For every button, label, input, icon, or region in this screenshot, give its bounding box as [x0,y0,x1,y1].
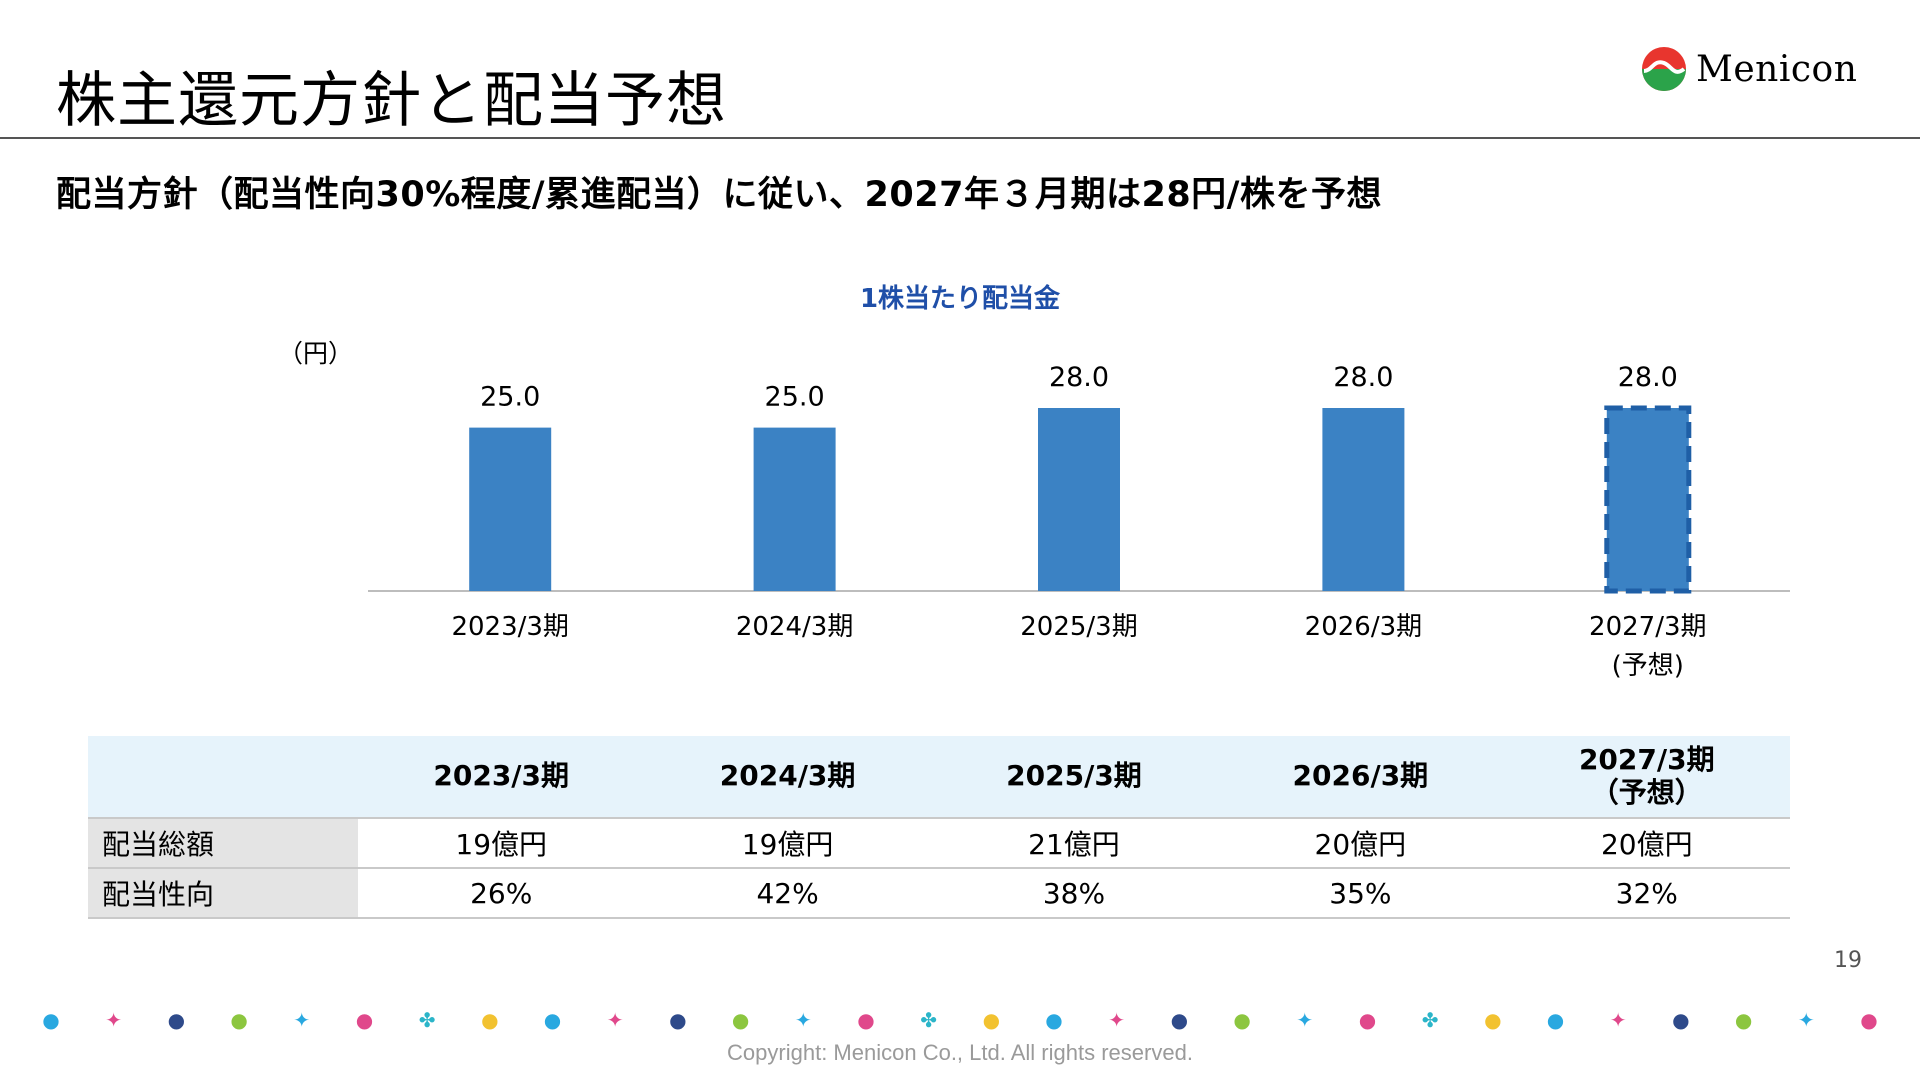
clover-icon: ✤ [1421,1008,1439,1032]
star-icon: ✦ [293,1008,311,1032]
bar [1038,408,1120,591]
green-ball-icon: ● [1734,1008,1753,1032]
bar-forecast [1604,405,1692,594]
x-tick-label: 2026/3期 [1305,612,1422,642]
drop-icon: ● [1546,1008,1565,1032]
pink-drop-icon: ● [1860,1008,1878,1032]
table-header-cell: 2023/3期 [358,736,645,818]
y-unit-label: （円） [278,339,354,368]
table-header-cell: 2027/3期 （予想） [1503,736,1790,818]
star-icon: ✦ [794,1008,812,1032]
m-ball-icon: ● [669,1008,687,1032]
sparkle-icon: ✦ [1609,1008,1627,1032]
table-header-cell: 2025/3期 [930,736,1218,818]
sparkle-icon: ✦ [1108,1008,1126,1032]
table-cell: 42% [644,868,931,919]
drop-icon: ● [1045,1008,1063,1032]
table-row: 配当総額 19億円 19億円 21億円 20億円 20億円 [88,817,1790,869]
table-cell: 35% [1217,868,1504,919]
table-cell: 20億円 [1503,817,1790,869]
table-cell: 19億円 [644,817,931,869]
green-ball-icon: ● [1233,1008,1251,1032]
coin-icon: ● [1484,1008,1502,1032]
chart-title: 1株当たり配当金 [859,284,1061,314]
dividend-table: 2023/3期 2024/3期 2025/3期 2026/3期 2027/3期（… [88,736,1790,919]
logo-text: Menicon [1696,48,1858,90]
x-tick-label: 2023/3期 [451,612,568,642]
table-header-cell: 2026/3期 [1217,736,1504,818]
row-label: 配当性向 [88,868,358,919]
subtitle: 配当方針（配当性向30%程度/累進配当）に従い、2027年３月期は28円/株を予… [56,175,1382,215]
x-tick-label: 2025/3期 [1020,612,1137,642]
table-cell: 38% [930,868,1218,919]
star-icon: ✦ [1296,1008,1314,1032]
bar [469,427,552,591]
bar [1322,408,1405,591]
data-label: 28.0 [1049,362,1109,393]
x-tick-label: 2027/3期 [1589,612,1706,642]
drop-icon: ● [543,1008,562,1032]
m-ball-icon: ● [1170,1008,1189,1032]
menicon-logo-icon [1642,47,1686,91]
menicon-logo: Menicon [1640,42,1857,96]
m-ball-icon: ● [1672,1008,1690,1032]
green-ball-icon: ● [230,1008,248,1032]
table-cell: 26% [358,868,645,919]
footer-icon-strip: ● ✦ ● ● ✦ ● ✤ ● ● ✦ ● ● ✦ ● ✤ ● ● ✦ ● ● ✦ ● ✤ ● ● ✦ ● ● ✦ ● [40,1000,1880,1040]
pink-drop-icon: ● [857,1008,875,1032]
table-header-row: 2023/3期 2024/3期 2025/3期 2026/3期 2027/3期（… [88,736,1790,818]
clover-icon: ✤ [418,1008,436,1032]
data-label: 28.0 [1333,362,1393,393]
dividend-bar-chart: 25.0 2023/3期 25.0 2024/3期 28.0 2025/3期 28.0 202… [368,362,1790,681]
table-cell: 20億円 [1217,817,1504,869]
m-ball-icon: ● [167,1008,186,1032]
page-title: 株主還元方針と配当予想 [56,66,727,136]
drop-icon: ● [42,1008,60,1032]
sparkle-icon: ✦ [105,1008,123,1032]
copyright-text: Copyright: Menicon Co., Ltd. All rights … [727,1040,1193,1065]
table-cell: 32% [1503,868,1790,919]
data-label: 25.0 [480,382,540,413]
table-corner-cell [88,736,358,818]
pink-drop-icon: ● [355,1008,374,1032]
coin-icon: ● [481,1008,499,1032]
title-divider [0,137,1920,139]
clover-icon: ✤ [920,1008,937,1032]
data-label: 28.0 [1618,362,1678,393]
star-icon: ✦ [1797,1008,1815,1032]
row-label: 配当総額 [88,817,358,869]
x-tick-label: 2024/3期 [736,612,853,642]
green-ball-icon: ● [731,1008,750,1032]
table-header-cell: 2024/3期 [644,736,931,818]
page-number: 19 [1834,948,1862,973]
table-row: 配当性向 26% 42% 38% 35% 32% [88,868,1790,919]
x-tick-sublabel: (予想) [1612,651,1684,681]
sparkle-icon: ✦ [606,1008,624,1032]
coin-icon: ● [982,1008,1001,1032]
pink-drop-icon: ● [1358,1008,1377,1032]
table-cell: 19億円 [358,817,645,869]
bar [753,427,836,591]
table-cell: 21億円 [930,817,1218,869]
data-label: 25.0 [765,382,825,413]
